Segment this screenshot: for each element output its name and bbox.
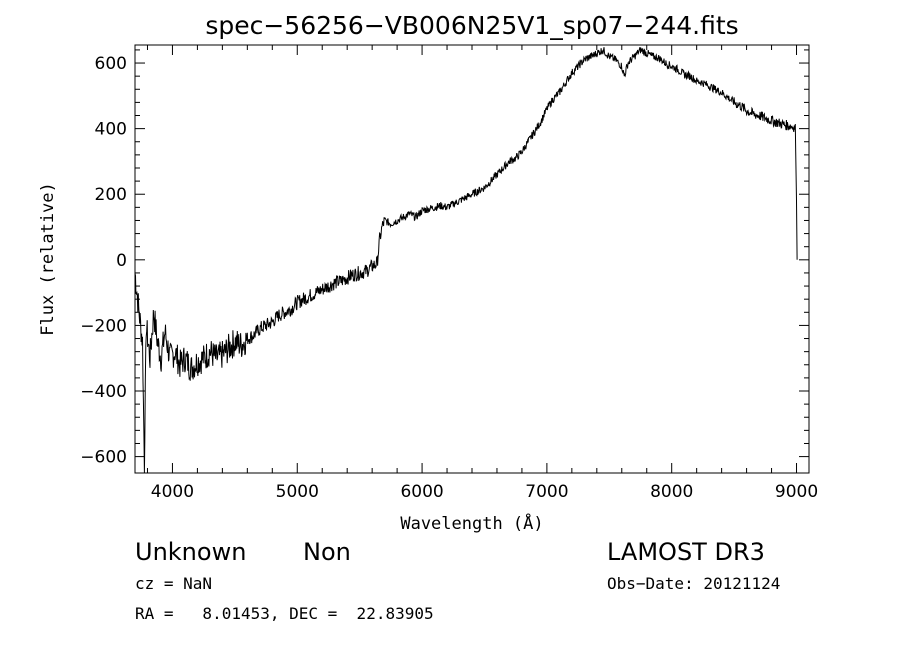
flux-series-line [134,46,798,473]
object-class: Unknown [135,538,247,566]
y-axis-label: Flux (relative) [38,182,58,336]
chart-title: spec−56256−VB006N25V1_sp07−244.fits [205,11,738,40]
x-tick-label: 4000 [151,482,194,502]
x-axis-label: Wavelength (Å) [400,512,543,534]
x-tick-label: 7000 [525,482,568,502]
plot-frame [134,44,810,474]
x-tick-label: 5000 [276,482,319,502]
x-tick-label: 8000 [650,482,693,502]
coordinates: RA = 8.01453, DEC = 22.83905 [135,604,434,623]
x-tick-label: 6000 [400,482,443,502]
redshift-cz: cz = NaN [135,574,213,593]
y-tick-label: 400 [95,120,127,140]
axes-ticks [135,45,809,473]
y-tick-label: 0 [116,251,127,271]
x-tick-label: 9000 [775,482,818,502]
object-subclass: Non [303,538,351,566]
y-tick-label: 200 [95,185,127,205]
y-tick-label: −600 [80,448,127,468]
y-tick-label: 600 [95,54,127,74]
y-tick-label: −400 [80,382,127,402]
survey-name: LAMOST DR3 [607,538,765,566]
observation-date: Obs−Date: 20121124 [607,574,781,593]
y-tick-label: −200 [80,316,127,336]
tick-labels: 4000 5000 6000 7000 8000 9000 −600 −400 −200 0 200… [80,54,818,502]
